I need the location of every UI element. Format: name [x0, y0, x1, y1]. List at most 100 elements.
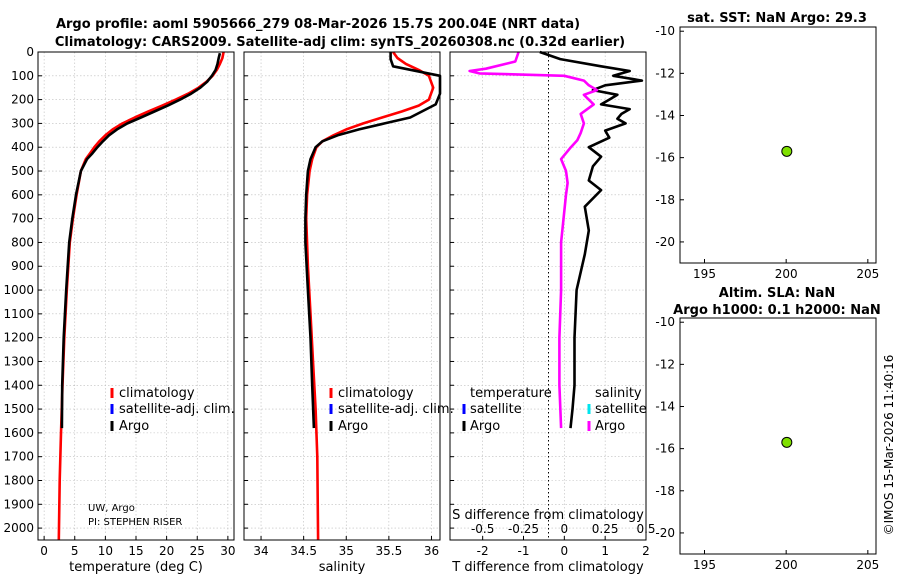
s-difference-tick-label: -0.5: [471, 522, 494, 536]
depth-tick-label: 1400: [3, 378, 34, 392]
t-difference-tick-label: -2: [477, 544, 489, 558]
depth-tick-label: 400: [11, 140, 34, 154]
sla-map-frame: [679, 317, 877, 555]
temperature-grid: [38, 51, 234, 540]
depth-tick-label: 800: [11, 235, 34, 249]
salinity-grid: [244, 51, 440, 540]
salinity-tick-label: 34: [253, 544, 268, 558]
depth-tick-label: 1200: [3, 331, 34, 345]
depth-tick-label: 1700: [3, 450, 34, 464]
salinity-tick-label: 34.5: [290, 544, 317, 558]
depth-tick-label: 1300: [3, 354, 34, 368]
temperature-tick-label: 15: [128, 544, 143, 558]
legend-s-argo-label: Argo: [595, 419, 625, 434]
series-line-argo: [304, 52, 442, 429]
difference-legend: temperature satellite Argo salinity sate…: [462, 386, 647, 434]
s-difference-tick-labels: -0.5 -0.25 0 0.25 0.5: [471, 522, 656, 536]
temperature-tick-label: 25: [190, 544, 205, 558]
legend-satellite-label: satellite-adj. clim.: [119, 402, 235, 417]
temperature-panel: 0100200300400500600700800900100011001200…: [3, 45, 235, 575]
sla-map-lon-tick-label: 200: [775, 558, 798, 572]
sla-map-lat-tick-label: -14: [655, 400, 675, 414]
salinity-panel: 34 34.5 35 35.5 36 salinity climatology sate…: [243, 51, 454, 575]
legend-t-argo-label: Argo: [470, 419, 500, 434]
series-line-argo: [60, 52, 222, 429]
legend-satellite-label: satellite-adj. clim.: [338, 402, 454, 417]
t-difference-tick-label: 2: [642, 544, 650, 558]
t-difference-tick-label: 0: [561, 544, 569, 558]
sst-map-title: sat. SST: NaN Argo: 29.3: [687, 11, 867, 26]
salinity-axes-frame: [243, 51, 441, 541]
sst-map-lat-tick-label: -18: [655, 193, 675, 207]
temperature-legend: climatology satellite-adj. clim. Argo: [110, 386, 235, 434]
legend-climatology-label: climatology: [119, 386, 195, 401]
salinity-tick-label: 36: [424, 544, 439, 558]
sst-map-lon-tick-labels: 195 200 205: [693, 267, 879, 281]
depth-tick-label: 200: [11, 93, 34, 107]
sla-map-panel: Altim. SLA: NaN Argo h1000: 0.1 h2000: N…: [655, 286, 880, 572]
salinity-series: [304, 51, 442, 541]
sst-map-lat-tick-label: -14: [655, 109, 675, 123]
figure-title-line1: Argo profile: aoml 5905666_279 08-Mar-20…: [56, 17, 580, 32]
sst-map-frame: [679, 26, 877, 264]
series-line-s-argo: [468, 51, 599, 429]
sla-map-lat-tick-label: -18: [655, 484, 675, 498]
depth-tick-labels: 0 100 200 300 400 500 600 700 800 900 1000 1100 1200…: [3, 45, 34, 535]
s-difference-tick-label: 0: [561, 522, 569, 536]
difference-series: [468, 50, 644, 429]
depth-tick-label: 2000: [3, 521, 34, 535]
sst-map-lon-tick-label: 205: [856, 267, 879, 281]
sla-map-lat-tick-label: -16: [655, 442, 675, 456]
series-line-climatology: [57, 51, 225, 541]
s-difference-xlabel: S difference from climatology: [452, 508, 644, 523]
legend-t-satellite-label: satellite: [470, 402, 522, 417]
sst-map-lat-tick-labels: -10 -12 -14 -16 -18 -20: [655, 24, 675, 249]
difference-grid: [450, 51, 647, 540]
t-difference-tick-label: -1: [518, 544, 530, 558]
sla-map-lon-tick-label: 205: [856, 558, 879, 572]
depth-tick-label: 1600: [3, 426, 34, 440]
legend-argo-label: Argo: [338, 419, 368, 434]
annotation-institution: UW, Argo: [88, 503, 135, 514]
salinity-tick-label: 35: [339, 544, 354, 558]
sst-map-panel: sat. SST: NaN Argo: 29.3 -10 -12 -14 -16 -18…: [655, 11, 879, 281]
depth-tick-label: 1000: [3, 283, 34, 297]
series-line-climatology: [304, 51, 435, 541]
sla-map-lat-tick-label: -12: [655, 357, 675, 371]
legend-salinity-heading: salinity: [595, 386, 642, 401]
series-line-t-argo: [539, 50, 644, 429]
sla-map-profile-location-marker: [781, 436, 793, 448]
sst-map-lat-tick-label: -12: [655, 66, 675, 80]
sst-map-profile-location-marker: [781, 145, 793, 157]
sst-map-lat-tick-label: -10: [655, 24, 675, 38]
depth-tick-label: 1800: [3, 473, 34, 487]
difference-panel: -2 -1 0 1 2 -0.5 -0.25 0 0.25 0.5 S difference f…: [449, 50, 656, 575]
sla-map-title: Altim. SLA: NaN: [719, 286, 835, 301]
sst-map-lat-tick-label: -20: [655, 235, 675, 249]
s-difference-tick-label: -0.25: [508, 522, 539, 536]
sla-map-points: [781, 436, 793, 448]
depth-tick-label: 300: [11, 116, 34, 130]
temperature-tick-label: 5: [71, 544, 79, 558]
difference-axes-frame: [449, 51, 647, 541]
legend-climatology-label: climatology: [338, 386, 414, 401]
s-difference-tick-label: 0.25: [592, 522, 619, 536]
depth-tick-label: 1900: [3, 497, 34, 511]
salinity-legend: climatology satellite-adj. clim. Argo: [329, 386, 454, 434]
legend-s-satellite-label: satellite: [595, 402, 647, 417]
sla-map-lat-tick-label: -20: [655, 526, 675, 540]
salinity-tick-labels: 34 34.5 35 35.5 36: [253, 544, 439, 558]
depth-tick-label: 500: [11, 164, 34, 178]
salinity-tick-label: 35.5: [376, 544, 403, 558]
sla-map-lat-tick-labels: -10 -12 -14 -16 -18 -20: [655, 315, 675, 540]
sst-map-lon-tick-label: 195: [693, 267, 716, 281]
annotation-pi: PI: STEPHEN RISER: [88, 517, 182, 528]
t-difference-tick-label: 1: [601, 544, 609, 558]
sla-map-lon-tick-label: 195: [693, 558, 716, 572]
depth-tick-label: 900: [11, 259, 34, 273]
sst-map-lon-tick-label: 200: [775, 267, 798, 281]
salinity-xlabel: salinity: [319, 560, 366, 575]
temperature-tick-label: 30: [220, 544, 235, 558]
sst-map-lat-tick-label: -16: [655, 151, 675, 165]
